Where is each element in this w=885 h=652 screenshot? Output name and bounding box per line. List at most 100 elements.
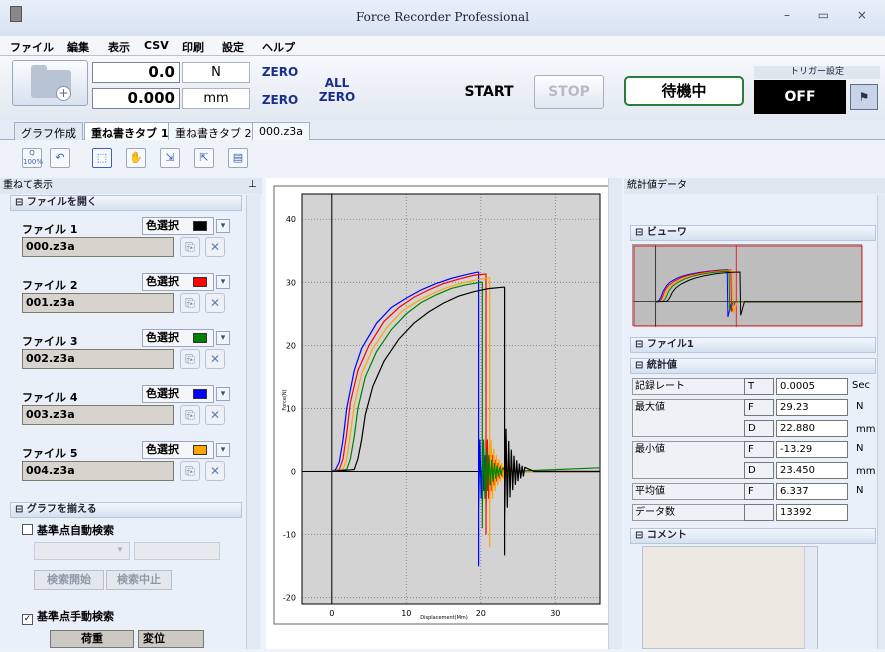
y-tick-label: 0 <box>291 468 296 477</box>
auto-search-check[interactable] <box>22 524 33 535</box>
file-name-field: 000.z3a <box>22 237 174 257</box>
tab-overlay-1[interactable]: 重ね書きタブ 1 <box>84 122 176 140</box>
menu-file[interactable]: ファイル <box>10 41 54 54</box>
load-button[interactable]: 荷重 <box>50 630 134 648</box>
stat-count-row: データ数 13392 <box>632 504 872 521</box>
tab-file-000[interactable]: 000.z3a <box>252 122 311 140</box>
manual-search-label: 基準点手動検索 <box>37 610 114 623</box>
remove-file-icon[interactable]: ✕ <box>205 293 225 313</box>
overlay-chart[interactable]: -20 -10 0 10 20 30 40 0 10 20 30 Displacement(Mm) … <box>266 178 622 649</box>
menu-csv[interactable]: CSV <box>144 39 169 52</box>
manual-search-checkbox[interactable]: ✓ 基準点手動検索 <box>22 608 114 625</box>
stat-avg-unit: N <box>856 485 864 496</box>
left-scrollbar[interactable] <box>246 195 260 649</box>
comment-textarea[interactable] <box>642 546 818 649</box>
color-select-label: 色選択 <box>146 443 179 456</box>
stat-min-label: 最小値 <box>632 441 744 479</box>
viewer-section[interactable]: ⊟ ビューワ <box>630 225 876 241</box>
file1-section-label: ファイル1 <box>646 339 694 350</box>
right-scrollbar[interactable] <box>877 195 885 649</box>
color-select-button[interactable]: 色選択 <box>142 441 214 459</box>
color-select-button[interactable]: 色選択 <box>142 273 214 291</box>
force-zero-button[interactable]: ZERO <box>261 65 299 79</box>
tab-overlay-2[interactable]: 重ね書きタブ 2 <box>168 122 259 140</box>
menu-print[interactable]: 印刷 <box>182 41 204 54</box>
chevron-down-icon[interactable]: ▾ <box>216 387 230 401</box>
displacement-button[interactable]: 変位 <box>138 630 204 648</box>
mini-viewer[interactable] <box>632 244 863 327</box>
comment-scrollbar[interactable] <box>804 547 817 649</box>
remove-file-icon[interactable]: ✕ <box>205 461 225 481</box>
fit-icon[interactable]: ⇱ <box>194 148 214 168</box>
chevron-down-icon[interactable]: ▾ <box>216 219 230 233</box>
select-area-icon[interactable]: ⬚ <box>92 148 112 168</box>
remove-file-icon[interactable]: ✕ <box>205 405 225 425</box>
stat-avg-row: 平均値 F 6.337 N <box>632 483 872 500</box>
zoom-area-icon[interactable]: ⇲ <box>160 148 180 168</box>
zoom-100-icon[interactable]: Q 100% <box>22 148 44 168</box>
displacement-zero-button[interactable]: ZERO <box>261 93 299 107</box>
plus-icon: + <box>56 86 71 101</box>
pin-icon[interactable]: ⊥ <box>248 179 257 190</box>
all-zero-top[interactable]: ALL <box>324 76 350 90</box>
stats-section-label: 統計値 <box>646 360 677 371</box>
browse-file-icon[interactable]: ⎘ <box>180 349 200 369</box>
left-panel: 重ねて表示 ⊥ ⊟ ファイルを開く ファイル 1 色選択 ▾ 000.z3a ⎘ ✕ ファイ… <box>0 178 262 649</box>
all-zero-bottom[interactable]: ZERO <box>318 90 356 104</box>
chart-scrollbar[interactable] <box>608 178 622 649</box>
mini-series-line <box>655 271 861 316</box>
plot-border <box>301 193 601 605</box>
stat-avg-value: 6.337 <box>776 483 848 500</box>
title-bar <box>0 0 885 36</box>
comment-section[interactable]: ⊟ コメント <box>630 528 876 544</box>
stat-min-force-row: 最小値 F -13.29 N <box>632 441 872 479</box>
menu-view[interactable]: 表示 <box>108 41 130 54</box>
tab-graph-create[interactable]: グラフ作成 <box>14 122 83 140</box>
manual-search-check[interactable]: ✓ <box>22 614 33 625</box>
browse-file-icon[interactable]: ⎘ <box>180 405 200 425</box>
align-graph-section[interactable]: ⊟ グラフを揃える <box>10 502 242 518</box>
right-panel: 統計値データ ⊟ ビューワ ⊟ ファイル1 ⊟ 統計値 記録レート T 0.00… <box>624 178 885 649</box>
trigger-settings-label: トリガー設定 <box>754 66 880 79</box>
stop-button[interactable]: STOP <box>534 75 604 109</box>
open-files-section[interactable]: ⊟ ファイルを開く <box>10 195 242 211</box>
menu-help[interactable]: ヘルプ <box>262 41 295 54</box>
color-select-button[interactable]: 色選択 <box>142 385 214 403</box>
chevron-down-icon[interactable]: ▾ <box>216 331 230 345</box>
browse-file-icon[interactable]: ⎘ <box>180 293 200 313</box>
menu-edit[interactable]: 編集 <box>67 41 89 54</box>
search-start-button[interactable]: 検索開始 <box>34 570 104 590</box>
remove-file-icon[interactable]: ✕ <box>205 349 225 369</box>
color-select-button[interactable]: 色選択 <box>142 217 214 235</box>
browse-file-icon[interactable]: ⎘ <box>180 237 200 257</box>
stat-max-f-value: 29.23 <box>776 399 848 416</box>
search-target-select[interactable]: ▾ <box>34 542 130 560</box>
trigger-flag-icon[interactable]: ⚑ <box>850 84 878 110</box>
search-stop-button[interactable]: 検索中止 <box>106 570 172 590</box>
color-select-button[interactable]: 色選択 <box>142 329 214 347</box>
browse-file-icon[interactable]: ⎘ <box>180 461 200 481</box>
table-icon[interactable]: ▤ <box>228 148 248 168</box>
open-file-button[interactable]: + <box>12 60 88 106</box>
window-controls[interactable]: – ▭ × <box>783 8 879 22</box>
start-button[interactable]: START <box>464 84 514 100</box>
stat-max-d-unit: mm <box>856 424 876 435</box>
hand-pan-icon[interactable]: ✋ <box>126 148 146 168</box>
menu-settings[interactable]: 設定 <box>222 41 244 54</box>
search-value-input[interactable] <box>134 542 220 560</box>
app-icon[interactable] <box>10 6 22 22</box>
y-tick-label: 30 <box>286 278 296 287</box>
trigger-state[interactable]: OFF <box>754 80 846 114</box>
chevron-down-icon[interactable]: ▾ <box>216 275 230 289</box>
stats-section[interactable]: ⊟ 統計値 <box>630 358 876 374</box>
auto-search-checkbox[interactable]: 基準点自動検索 <box>22 522 114 538</box>
force-readout: 0.0 <box>92 62 180 83</box>
y-axis-label: Force(N) <box>282 389 288 410</box>
stat-count-value: 13392 <box>776 504 848 521</box>
file1-section[interactable]: ⊟ ファイル1 <box>630 337 876 353</box>
remove-file-icon[interactable]: ✕ <box>205 237 225 257</box>
chevron-down-icon[interactable]: ▾ <box>216 443 230 457</box>
undo-icon[interactable]: ↶ <box>50 148 70 168</box>
stat-min-disp-row: D 23.450 mm <box>632 462 875 479</box>
